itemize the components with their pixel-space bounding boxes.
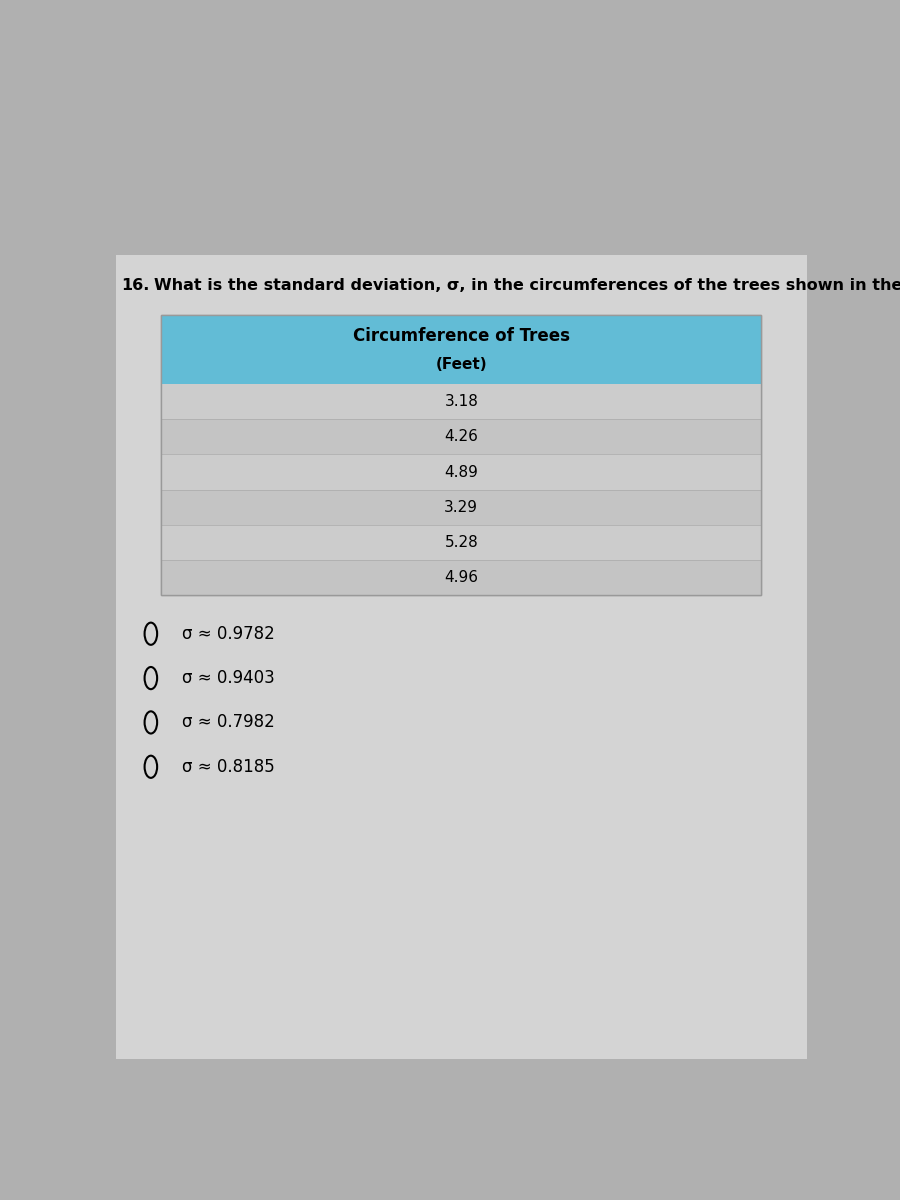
Bar — [161, 314, 761, 595]
Text: σ ≈ 0.7982: σ ≈ 0.7982 — [182, 714, 275, 732]
Bar — [116, 254, 806, 1058]
Text: Circumference of Trees: Circumference of Trees — [353, 326, 570, 344]
Bar — [161, 384, 761, 419]
Text: 4.96: 4.96 — [445, 570, 478, 584]
Bar — [161, 559, 761, 595]
Bar — [161, 314, 761, 384]
Text: 5.28: 5.28 — [445, 535, 478, 550]
Bar — [161, 490, 761, 524]
Text: σ ≈ 0.9403: σ ≈ 0.9403 — [182, 670, 275, 688]
Text: σ ≈ 0.8185: σ ≈ 0.8185 — [182, 757, 275, 775]
Bar — [161, 419, 761, 455]
Text: 4.26: 4.26 — [445, 430, 478, 444]
Text: 3.29: 3.29 — [445, 499, 478, 515]
Text: 3.18: 3.18 — [445, 395, 478, 409]
Bar — [161, 524, 761, 559]
Text: What is the standard deviation, σ, in the circumferences of the trees shown in t: What is the standard deviation, σ, in th… — [155, 278, 900, 293]
Text: 16.: 16. — [121, 278, 149, 293]
Text: σ ≈ 0.9782: σ ≈ 0.9782 — [182, 625, 275, 643]
Bar — [161, 455, 761, 490]
Text: 4.89: 4.89 — [445, 464, 478, 480]
Text: (Feet): (Feet) — [436, 358, 487, 372]
Bar — [161, 314, 761, 595]
